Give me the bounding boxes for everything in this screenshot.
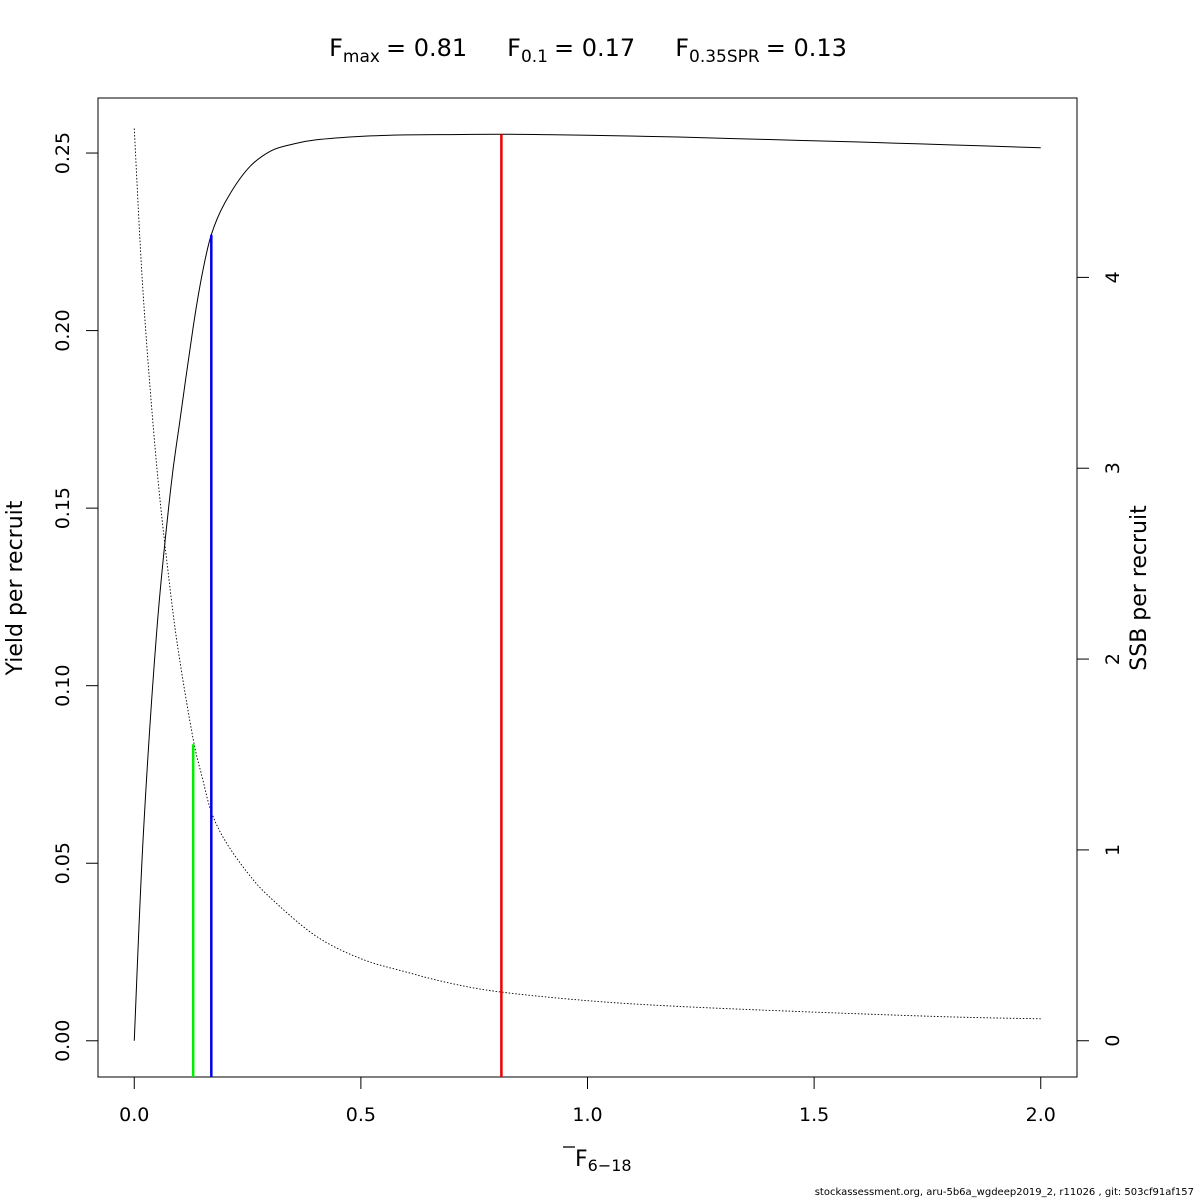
yield-per-recruit-curve <box>133 133 1041 1041</box>
y-right-tick-label: 1 <box>1102 844 1124 856</box>
x-tick-label: 0.0 <box>119 1104 149 1126</box>
x-tick-label: 1.0 <box>572 1104 602 1126</box>
y-right-axis-label: SSB per recruit <box>1127 505 1152 671</box>
y-left-tick-label: 0.10 <box>52 665 74 707</box>
reference-lines <box>191 134 503 1077</box>
y-right-tick-label: 4 <box>1102 271 1124 283</box>
ssb-per-recruit-curve <box>133 128 1041 1020</box>
x-axis: 0.0 0.5 1.0 1.5 2.0 <box>119 1076 1056 1126</box>
x-tick-label: 1.5 <box>799 1104 829 1126</box>
y-left-axis: 0.00 0.05 0.10 0.15 0.20 0.25 <box>52 132 99 1062</box>
y-left-tick-label: 0.15 <box>52 487 74 529</box>
y-left-tick-label: 0.05 <box>52 842 74 884</box>
x-tick-label: 2.0 <box>1026 1104 1056 1126</box>
y-right-tick-label: 3 <box>1102 462 1124 474</box>
chart-title: Fmax = 0.81 F0.1 = 0.17 F0.35SPR = 0.13 <box>329 34 847 67</box>
x-axis-label-sub: 6−18 <box>588 1156 632 1175</box>
y-right-tick-label: 2 <box>1102 653 1124 665</box>
y-right-tick-label: 0 <box>1102 1035 1124 1047</box>
y-left-tick-label: 0.25 <box>52 132 74 174</box>
x-axis-label-main: F <box>575 1147 588 1172</box>
y-left-axis-label: Yield per recruit <box>3 500 28 676</box>
footer-credit: stockassessment.org, aru-5b6a_wgdeep2019… <box>814 1187 1194 1198</box>
y-left-tick-label: 0.00 <box>52 1020 74 1062</box>
x-tick-label: 0.5 <box>346 1104 376 1126</box>
plot-frame <box>97 97 1078 1078</box>
series-layer <box>133 128 1041 1041</box>
y-right-axis: 0 1 2 3 4 <box>1076 271 1124 1047</box>
x-axis-label: F6−18 <box>575 1147 632 1175</box>
y-left-tick-label: 0.20 <box>52 309 74 351</box>
